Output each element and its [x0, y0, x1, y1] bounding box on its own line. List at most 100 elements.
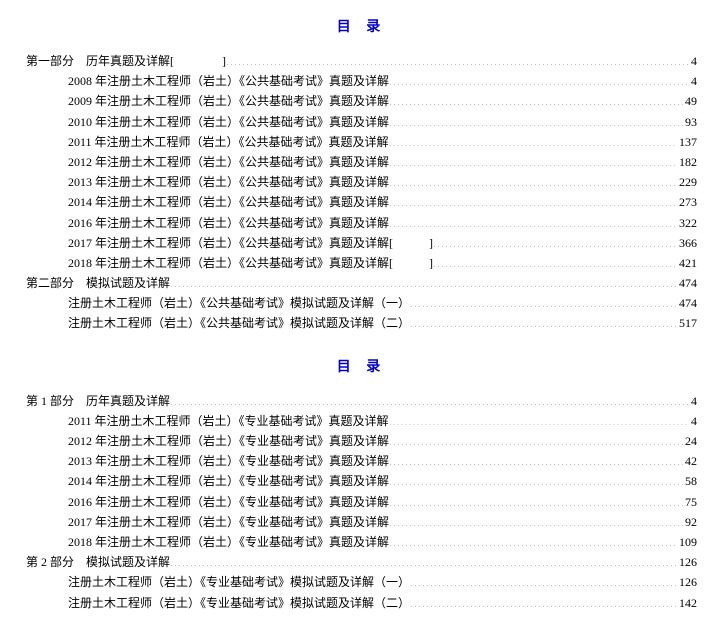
toc-leader-dots — [389, 114, 683, 126]
toc-entry-label: 2012 年注册土木工程师（岩土）《公共基础考试》真题及详解 — [68, 153, 389, 172]
toc-leader-dots — [410, 295, 677, 307]
toc-entry: 注册土木工程师（岩土）《公共基础考试》模拟试题及详解（二） 517 — [68, 314, 697, 333]
toc-block-2: 目 录 第 1 部分 历年真题及详解42011 年注册土木工程师（岩土）《专业基… — [26, 356, 697, 613]
toc-entry-page: 366 — [677, 234, 697, 253]
toc-leader-dots — [389, 453, 683, 465]
toc-entry-label: 2013 年注册土木工程师（岩土）《专业基础考试》真题及详解 — [68, 452, 389, 471]
toc-entry-label: 2014 年注册土木工程师（岩土）《公共基础考试》真题及详解 — [68, 193, 389, 212]
toc-entry-page: 42 — [683, 452, 697, 471]
toc-entry-page: 93 — [683, 113, 697, 132]
toc-leader-dots — [226, 53, 689, 65]
toc-entry: 第 1 部分 历年真题及详解4 — [26, 392, 697, 411]
toc-entry-label: 注册土木工程师（岩土）《专业基础考试》模拟试题及详解（二） — [68, 594, 410, 613]
toc-title-2: 目 录 — [26, 356, 697, 376]
toc-entry-page: 4 — [689, 52, 697, 71]
toc-entry-page: 126 — [677, 573, 697, 592]
toc-entry-label: 2017 年注册土木工程师（岩土）《公共基础考试》真题及详解[ ] — [68, 234, 433, 253]
toc-leader-dots — [433, 235, 677, 247]
toc-leader-dots — [410, 595, 677, 607]
toc-entries-2: 第 1 部分 历年真题及详解42011 年注册土木工程师（岩土）《专业基础考试》… — [26, 392, 697, 613]
toc-entry: 2011 年注册土木工程师（岩土）《专业基础考试》真题及详解 4 — [68, 412, 697, 431]
toc-title-1: 目 录 — [26, 16, 697, 36]
toc-entry: 第二部分 模拟试题及详解 474 — [26, 274, 697, 293]
toc-entry-page: 4 — [689, 72, 697, 91]
toc-entry: 2014 年注册土木工程师（岩土）《公共基础考试》真题及详解 273 — [68, 193, 697, 212]
toc-entry-page: 109 — [677, 533, 697, 552]
toc-entry-label: 2014 年注册土木工程师（岩土）《专业基础考试》真题及详解 — [68, 472, 389, 491]
toc-entry-page: 421 — [677, 254, 697, 273]
toc-entry: 注册土木工程师（岩土）《专业基础考试》模拟试题及详解（一） 126 — [68, 573, 697, 592]
toc-entry-label: 第二部分 模拟试题及详解 — [26, 274, 170, 293]
toc-leader-dots — [389, 134, 677, 146]
toc-entry: 2008 年注册土木工程师（岩土）《公共基础考试》真题及详解4 — [68, 72, 697, 91]
toc-entry-label: 2011 年注册土木工程师（岩土）《公共基础考试》真题及详解 — [68, 133, 389, 152]
toc-entry-label: 注册土木工程师（岩土）《专业基础考试》模拟试题及详解（一） — [68, 573, 410, 592]
toc-entry: 注册土木工程师（岩土）《公共基础考试》模拟试题及详解（一） 474 — [68, 294, 697, 313]
toc-entry: 第 2 部分 模拟试题及详解 126 — [26, 553, 697, 572]
toc-entry-label: 第一部分 历年真题及详解[ ] — [26, 52, 226, 71]
toc-entry: 2009 年注册土木工程师（岩土）《公共基础考试》真题及详解49 — [68, 92, 697, 111]
toc-entry: 2017 年注册土木工程师（岩土）《专业基础考试》真题及详解 92 — [68, 513, 697, 532]
toc-entry-page: 4 — [689, 412, 697, 431]
toc-leader-dots — [389, 433, 683, 445]
toc-entry: 2018 年注册土木工程师（岩土）《专业基础考试》真题及详解109 — [68, 533, 697, 552]
toc-entry-label: 2016 年注册土木工程师（岩土）《公共基础考试》真题及详解 — [68, 214, 389, 233]
toc-entry: 2013 年注册土木工程师（岩土）《公共基础考试》真题及详解 229 — [68, 173, 697, 192]
toc-entry: 2017 年注册土木工程师（岩土）《公共基础考试》真题及详解[ ] 366 — [68, 234, 697, 253]
toc-leader-dots — [389, 93, 683, 105]
toc-entry-page: 474 — [677, 294, 697, 313]
toc-entry-page: 229 — [677, 173, 697, 192]
toc-entry-page: 137 — [677, 133, 697, 152]
toc-entry-page: 474 — [677, 274, 697, 293]
toc-leader-dots — [389, 413, 689, 425]
toc-entry-label: 2016 年注册土木工程师（岩土）《专业基础考试》真题及详解 — [68, 493, 389, 512]
toc-leader-dots — [389, 514, 683, 526]
toc-entry-label: 第 2 部分 模拟试题及详解 — [26, 553, 170, 572]
section-gap — [26, 336, 697, 350]
toc-entry-page: 126 — [677, 553, 697, 572]
toc-entry: 2010 年注册土木工程师（岩土）《公共基础考试》真题及详解 93 — [68, 113, 697, 132]
toc-entry-label: 第 1 部分 历年真题及详解 — [26, 392, 170, 411]
toc-entry: 2012 年注册土木工程师（岩土）《专业基础考试》真题及详解24 — [68, 432, 697, 451]
toc-leader-dots — [389, 73, 689, 85]
toc-leader-dots — [410, 574, 677, 586]
toc-entry-label: 2011 年注册土木工程师（岩土）《专业基础考试》真题及详解 — [68, 412, 389, 431]
toc-leader-dots — [389, 194, 677, 206]
toc-leader-dots — [389, 534, 677, 546]
toc-entries-1: 第一部分 历年真题及详解[ ] 42008 年注册土木工程师（岩土）《公共基础考试… — [26, 52, 697, 334]
toc-leader-dots — [410, 315, 677, 327]
toc-entry-label: 2010 年注册土木工程师（岩土）《公共基础考试》真题及详解 — [68, 113, 389, 132]
toc-entry-page: 24 — [683, 432, 697, 451]
toc-block-1: 目 录 第一部分 历年真题及详解[ ] 42008 年注册土木工程师（岩土）《公共… — [26, 16, 697, 334]
toc-entry-label: 2013 年注册土木工程师（岩土）《公共基础考试》真题及详解 — [68, 173, 389, 192]
toc-entry: 2011 年注册土木工程师（岩土）《公共基础考试》真题及详解 137 — [68, 133, 697, 152]
toc-leader-dots — [389, 154, 677, 166]
toc-entry-label: 注册土木工程师（岩土）《公共基础考试》模拟试题及详解（一） — [68, 294, 410, 313]
toc-leader-dots — [389, 174, 677, 186]
toc-entry: 2016 年注册土木工程师（岩土）《公共基础考试》真题及详解322 — [68, 214, 697, 233]
toc-entry-label: 2017 年注册土木工程师（岩土）《专业基础考试》真题及详解 — [68, 513, 389, 532]
toc-entry: 2016 年注册土木工程师（岩土）《专业基础考试》真题及详解 75 — [68, 493, 697, 512]
toc-entry-page: 92 — [683, 513, 697, 532]
toc-entry-label: 2018 年注册土木工程师（岩土）《公共基础考试》真题及详解[ ] — [68, 254, 433, 273]
toc-leader-dots — [170, 554, 677, 566]
toc-entry: 2012 年注册土木工程师（岩土）《公共基础考试》真题及详解 182 — [68, 153, 697, 172]
toc-entry: 第一部分 历年真题及详解[ ] 4 — [26, 52, 697, 71]
toc-leader-dots — [170, 393, 689, 405]
toc-entry: 注册土木工程师（岩土）《专业基础考试》模拟试题及详解（二） 142 — [68, 594, 697, 613]
toc-entry-page: 58 — [683, 472, 697, 491]
toc-entry: 2018 年注册土木工程师（岩土）《公共基础考试》真题及详解[ ] 421 — [68, 254, 697, 273]
toc-entry-page: 142 — [677, 594, 697, 613]
toc-entry-page: 49 — [683, 92, 697, 111]
toc-entry-page: 75 — [683, 493, 697, 512]
toc-leader-dots — [389, 494, 683, 506]
toc-leader-dots — [389, 473, 683, 485]
toc-entry-page: 273 — [677, 193, 697, 212]
toc-leader-dots — [389, 215, 677, 227]
toc-leader-dots — [170, 275, 677, 287]
toc-entry-page: 517 — [677, 314, 697, 333]
toc-entry: 2014 年注册土木工程师（岩土）《专业基础考试》真题及详解 58 — [68, 472, 697, 491]
toc-leader-dots — [433, 255, 677, 267]
toc-entry-page: 182 — [677, 153, 697, 172]
toc-entry-label: 注册土木工程师（岩土）《公共基础考试》模拟试题及详解（二） — [68, 314, 410, 333]
